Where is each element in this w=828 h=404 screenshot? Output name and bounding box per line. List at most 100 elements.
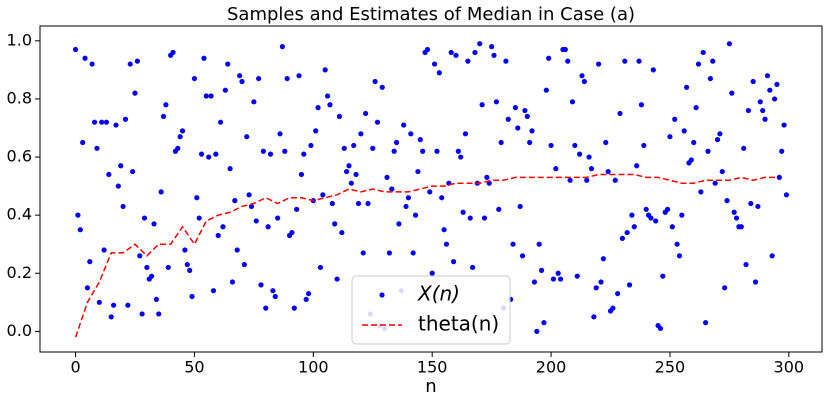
data-point xyxy=(581,78,587,85)
data-point xyxy=(591,314,597,320)
data-point xyxy=(762,116,768,122)
data-point xyxy=(512,105,519,111)
data-point xyxy=(429,270,435,276)
data-point xyxy=(239,78,245,85)
data-point xyxy=(636,58,642,64)
data-point xyxy=(650,67,656,73)
data-point xyxy=(638,102,645,108)
data-point xyxy=(631,224,637,230)
data-point xyxy=(184,261,190,268)
data-point xyxy=(253,218,259,224)
data-point xyxy=(291,305,297,311)
data-point xyxy=(496,206,502,212)
data-point xyxy=(615,290,621,297)
data-point xyxy=(303,296,309,303)
data-point xyxy=(289,229,295,236)
data-point xyxy=(363,110,369,117)
data-point xyxy=(541,320,547,326)
data-point xyxy=(217,119,224,125)
data-point xyxy=(175,145,181,151)
data-point xyxy=(574,273,580,279)
data-point xyxy=(458,154,464,160)
data-point xyxy=(743,261,749,268)
data-point xyxy=(431,61,438,67)
data-point xyxy=(664,206,671,212)
data-point xyxy=(370,145,376,151)
data-point xyxy=(653,218,659,224)
data-point xyxy=(767,87,773,93)
data-point xyxy=(220,224,226,230)
data-point xyxy=(313,128,319,134)
data-point xyxy=(122,116,129,122)
data-point xyxy=(386,250,392,256)
data-point xyxy=(669,224,675,230)
y-tick-label: 1.0 xyxy=(7,30,32,49)
data-point xyxy=(752,279,759,285)
data-point xyxy=(467,215,473,221)
data-point xyxy=(327,102,333,108)
data-point xyxy=(120,203,126,210)
data-point xyxy=(401,122,407,128)
data-point xyxy=(450,259,457,265)
y-tick-label: 0.6 xyxy=(7,147,32,166)
data-point xyxy=(634,163,640,169)
data-point xyxy=(529,128,535,134)
data-point xyxy=(215,232,221,239)
data-point xyxy=(127,61,133,67)
data-point xyxy=(80,139,86,146)
data-point xyxy=(489,44,495,50)
data-point xyxy=(372,78,378,85)
data-point xyxy=(153,296,159,303)
data-point xyxy=(237,73,243,79)
data-point xyxy=(783,192,790,198)
data-point xyxy=(294,206,300,212)
data-point xyxy=(745,107,752,114)
data-point xyxy=(256,75,262,82)
data-point xyxy=(657,325,664,332)
data-point xyxy=(351,142,357,149)
data-point xyxy=(617,110,623,117)
data-point xyxy=(396,221,402,227)
data-point xyxy=(641,142,647,149)
data-point xyxy=(534,328,540,334)
data-point xyxy=(674,241,680,247)
data-point xyxy=(757,99,763,105)
data-point xyxy=(156,311,162,317)
data-point xyxy=(389,186,395,192)
data-point xyxy=(679,212,685,218)
data-point xyxy=(776,174,782,180)
data-point xyxy=(196,215,202,221)
data-point xyxy=(301,151,307,157)
y-tick-label: 0.4 xyxy=(7,205,32,224)
y-tick-label: 0.0 xyxy=(7,321,32,340)
data-point xyxy=(493,99,499,105)
data-point xyxy=(170,49,176,56)
data-point xyxy=(141,215,148,221)
legend: X(n) theta(n) xyxy=(351,275,511,345)
data-point xyxy=(270,288,276,294)
data-point xyxy=(115,183,121,189)
data-point xyxy=(320,192,326,198)
data-point xyxy=(760,107,766,114)
data-point xyxy=(203,93,209,99)
data-point xyxy=(729,90,735,96)
data-point xyxy=(417,137,423,143)
legend-label: theta(n) xyxy=(418,312,499,336)
data-point xyxy=(99,119,105,125)
data-point xyxy=(527,139,533,146)
data-point xyxy=(584,177,590,183)
data-point xyxy=(524,113,530,119)
data-point xyxy=(427,189,433,195)
data-point xyxy=(379,84,385,90)
data-point xyxy=(700,49,706,56)
data-point xyxy=(91,119,98,125)
plot-frame xyxy=(39,25,823,353)
data-point xyxy=(251,99,257,105)
x-tick-label: 150 xyxy=(417,358,448,377)
data-point xyxy=(748,200,754,207)
data-point xyxy=(365,200,371,207)
data-point xyxy=(194,195,200,201)
data-point xyxy=(244,134,250,140)
data-point xyxy=(77,227,83,233)
